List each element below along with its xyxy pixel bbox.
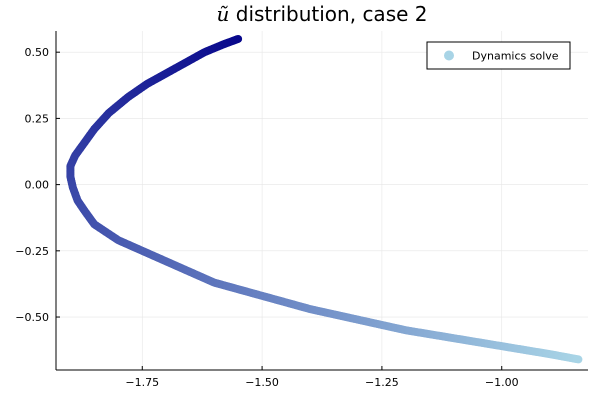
- legend-label: Dynamics solve: [472, 50, 559, 63]
- chart-title-symbol: ũ: [217, 2, 230, 26]
- grid: [56, 31, 588, 370]
- y-tick-label-1: 0.25: [25, 112, 50, 125]
- x-tick-label-3: −1.00: [485, 376, 519, 389]
- legend-marker: [444, 50, 454, 61]
- x-tick-label-1: −1.50: [245, 376, 279, 389]
- data-point-0-539: [574, 355, 583, 364]
- chart-title-rest: distribution, case 2: [229, 2, 427, 26]
- x-tick-label-2: −1.25: [365, 376, 399, 389]
- legend: Dynamics solve: [426, 41, 571, 70]
- y-tick-label-4: −0.50: [15, 311, 49, 324]
- y-tick-label-3: −0.25: [15, 245, 49, 258]
- chart-title: ũ distribution, case 2: [217, 2, 428, 26]
- data-points: [66, 34, 583, 364]
- y-tick-label-2: 0.00: [25, 179, 50, 192]
- axes: −1.75 −1.50 −1.25 −1.00 0.50 0.25 0.00 −0.25 −0.…: [15, 31, 588, 389]
- y-tick-label-0: 0.50: [25, 46, 50, 59]
- x-tick-label-0: −1.75: [125, 376, 159, 389]
